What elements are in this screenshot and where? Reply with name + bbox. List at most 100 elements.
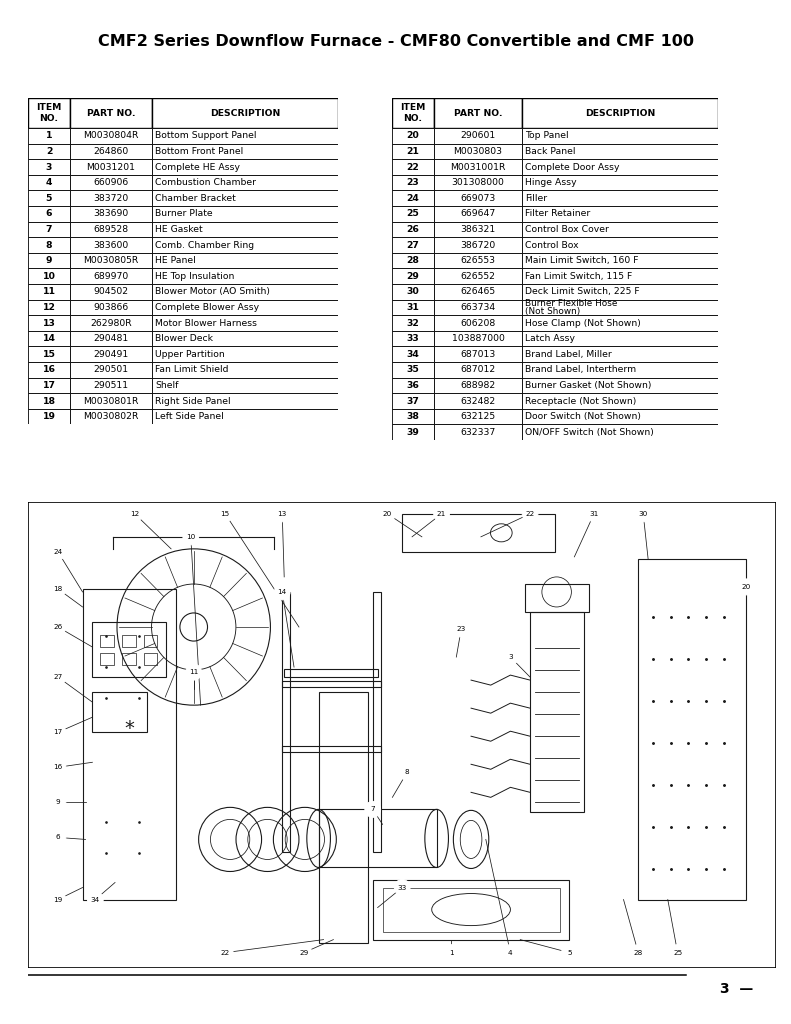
Text: 1: 1: [46, 131, 52, 140]
Bar: [152, 268, 338, 284]
Text: 7: 7: [46, 225, 52, 233]
Bar: [434, 175, 522, 190]
Bar: [434, 393, 522, 409]
Bar: [392, 378, 434, 393]
Bar: [403, 514, 554, 552]
Text: Top Panel: Top Panel: [525, 131, 569, 140]
Bar: [28, 98, 70, 128]
Text: 264860: 264860: [93, 146, 129, 156]
Bar: [434, 300, 522, 315]
Bar: [143, 635, 157, 647]
Text: Door Switch (Not Shown): Door Switch (Not Shown): [525, 412, 641, 421]
Circle shape: [395, 880, 410, 896]
Text: 632482: 632482: [460, 396, 496, 406]
Text: 669073: 669073: [460, 194, 496, 203]
Text: 28: 28: [634, 949, 643, 955]
Bar: [434, 346, 522, 362]
Circle shape: [444, 944, 460, 961]
Bar: [70, 221, 152, 238]
Circle shape: [274, 506, 290, 522]
Text: 9: 9: [55, 800, 60, 805]
Bar: [522, 424, 718, 440]
Text: Burner Gasket (Not Shown): Burner Gasket (Not Shown): [525, 381, 651, 390]
Text: Back Panel: Back Panel: [525, 146, 576, 156]
Bar: [70, 175, 152, 190]
Text: Complete Blower Assy: Complete Blower Assy: [155, 303, 259, 312]
Bar: [70, 378, 152, 393]
Text: 27: 27: [53, 674, 62, 680]
Text: 30: 30: [638, 511, 648, 517]
Circle shape: [50, 581, 66, 597]
Bar: [28, 143, 70, 159]
Bar: [152, 221, 338, 238]
Circle shape: [218, 944, 233, 961]
Text: 632337: 632337: [460, 428, 496, 436]
Circle shape: [127, 506, 142, 522]
Text: 3: 3: [46, 163, 52, 171]
Text: CMF2 Series Downflow Furnace - CMF80 Convertible and CMF 100: CMF2 Series Downflow Furnace - CMF80 Con…: [97, 34, 694, 49]
Text: PART NO.: PART NO.: [454, 109, 502, 118]
Bar: [392, 315, 434, 331]
Text: DESCRIPTION: DESCRIPTION: [585, 109, 655, 118]
Bar: [392, 143, 434, 159]
Bar: [392, 175, 434, 190]
Circle shape: [739, 579, 755, 595]
Bar: [28, 221, 70, 238]
Text: 38: 38: [407, 412, 419, 421]
Text: Motor Blower Harness: Motor Blower Harness: [155, 318, 257, 328]
Bar: [392, 190, 434, 206]
Text: 386321: 386321: [460, 225, 496, 233]
Text: M0030804R: M0030804R: [83, 131, 138, 140]
Bar: [152, 159, 338, 175]
Bar: [434, 190, 522, 206]
Bar: [70, 190, 152, 206]
Bar: [28, 331, 70, 346]
Text: Combustion Chamber: Combustion Chamber: [155, 178, 256, 187]
Text: Main Limit Switch, 160 F: Main Limit Switch, 160 F: [525, 256, 638, 265]
Text: Bottom Support Panel: Bottom Support Panel: [155, 131, 256, 140]
Bar: [392, 284, 434, 300]
Text: 15: 15: [43, 350, 55, 358]
Bar: [152, 175, 338, 190]
Text: 5: 5: [567, 949, 572, 955]
Text: Bottom Front Panel: Bottom Front Panel: [155, 146, 244, 156]
Bar: [122, 635, 136, 647]
Text: 103887000: 103887000: [452, 334, 505, 343]
Bar: [392, 206, 434, 221]
Text: 687012: 687012: [460, 366, 496, 375]
Circle shape: [670, 944, 686, 961]
Circle shape: [380, 506, 396, 522]
Bar: [152, 206, 338, 221]
Bar: [525, 584, 589, 612]
Circle shape: [630, 944, 646, 961]
Bar: [392, 268, 434, 284]
Bar: [434, 331, 522, 346]
Bar: [522, 159, 718, 175]
Text: 290601: 290601: [460, 131, 496, 140]
Bar: [373, 880, 570, 940]
Bar: [434, 424, 522, 440]
Bar: [383, 888, 559, 932]
Bar: [93, 692, 146, 732]
Text: Burner Flexible Hose: Burner Flexible Hose: [525, 299, 617, 308]
Text: M0031001R: M0031001R: [450, 163, 505, 171]
Text: 29: 29: [299, 949, 308, 955]
Bar: [434, 98, 522, 128]
Text: 25: 25: [673, 949, 683, 955]
Text: 24: 24: [53, 549, 62, 555]
Text: 16: 16: [53, 764, 62, 770]
Text: (Not Shown): (Not Shown): [525, 307, 581, 315]
Text: 23: 23: [456, 626, 466, 632]
Bar: [434, 221, 522, 238]
Bar: [28, 206, 70, 221]
Text: 3  —: 3 —: [721, 982, 754, 996]
Bar: [319, 692, 368, 943]
Bar: [522, 268, 718, 284]
Bar: [93, 622, 166, 677]
Text: Hinge Assy: Hinge Assy: [525, 178, 577, 187]
Circle shape: [502, 944, 518, 961]
Text: 383720: 383720: [93, 194, 129, 203]
Text: 632125: 632125: [460, 412, 496, 421]
Bar: [522, 206, 718, 221]
Text: Deck Limit Switch, 225 F: Deck Limit Switch, 225 F: [525, 288, 640, 296]
